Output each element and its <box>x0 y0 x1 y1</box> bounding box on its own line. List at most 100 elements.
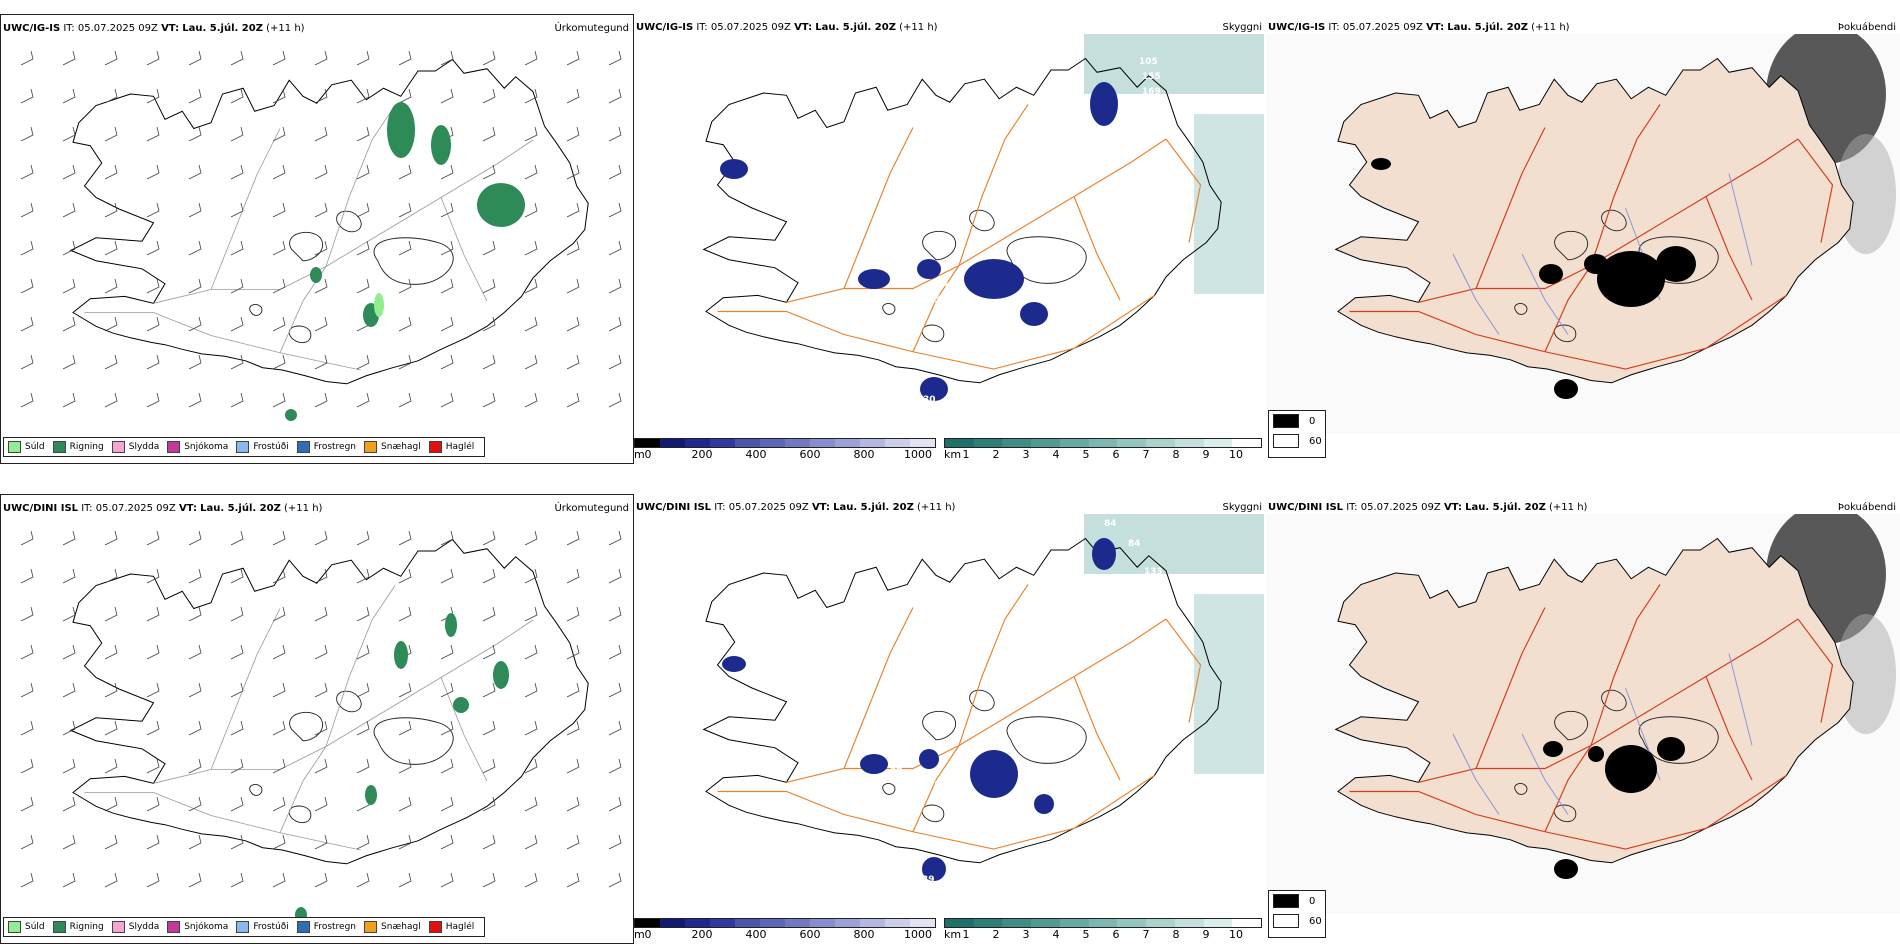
wind-barb <box>104 316 118 332</box>
road <box>325 105 396 267</box>
rain-area <box>365 785 377 805</box>
wind-barb <box>524 530 538 546</box>
colorbar-tick: 5 <box>1082 448 1090 461</box>
colorbar-tick: 1 <box>962 448 970 461</box>
legend-item: Snæhagl <box>364 921 421 933</box>
legend-item: Haglél <box>428 441 474 453</box>
fog-area <box>1836 614 1896 734</box>
fog-area <box>1656 246 1696 282</box>
road <box>325 585 396 747</box>
wind-barb <box>398 872 412 888</box>
legend-item: Súld <box>8 441 45 453</box>
wind-barb <box>524 240 538 256</box>
wind-barb <box>146 758 160 774</box>
iceland-cloud-base-map: 75 82 84 133 84 56 57 161 39 <box>702 514 1264 885</box>
wind-barb <box>524 758 538 774</box>
colorbar-tick: 1000 <box>904 928 932 941</box>
wind-barb <box>62 568 76 584</box>
wind-barb <box>314 202 328 218</box>
wind-barb <box>20 392 34 408</box>
wind-barb <box>356 530 370 546</box>
glacier-outline <box>373 717 454 765</box>
wind-barb <box>188 530 202 546</box>
road <box>440 197 488 302</box>
fog-legend-swatch <box>1273 434 1299 448</box>
wind-barb <box>482 644 496 660</box>
wind-barb <box>188 354 202 370</box>
wind-barb <box>524 606 538 622</box>
glacier-outline <box>336 690 362 713</box>
glacier-outline <box>1514 783 1528 795</box>
wind-barb <box>104 606 118 622</box>
road <box>1073 196 1121 301</box>
road <box>1475 127 1546 289</box>
wind-barb <box>314 354 328 370</box>
glacier-outline <box>921 324 945 343</box>
legend-item: Snjókoma <box>167 921 228 933</box>
legend-item: Súld <box>8 921 45 933</box>
colorbar-tick: 10 <box>1229 928 1243 941</box>
wind-barb <box>566 568 580 584</box>
wind-barb <box>524 872 538 888</box>
fog-area <box>1605 745 1657 793</box>
road <box>210 128 281 290</box>
colorbar-unit: m <box>634 928 645 941</box>
cloud-base-label: 127 <box>976 312 995 322</box>
glacier-outline <box>1006 236 1087 284</box>
fog-legend-item: 0 <box>1269 411 1325 431</box>
fog-legend-label: 60 <box>1309 435 1322 447</box>
iceland-landmass <box>702 57 1222 384</box>
wind-barb <box>62 88 76 104</box>
road <box>153 139 534 304</box>
wind-barb <box>398 88 412 104</box>
wind-barb <box>272 530 286 546</box>
road <box>912 265 960 352</box>
colorbar-tick: 7 <box>1142 448 1150 461</box>
wind-barb <box>524 834 538 850</box>
legend-item: Snjókoma <box>167 441 228 453</box>
rain-area <box>387 102 415 158</box>
wind-barb <box>314 392 328 408</box>
glacier-outline <box>922 710 957 741</box>
legend-label: Snæhagl <box>381 922 421 932</box>
wind-barb <box>566 796 580 812</box>
wind-barb <box>272 240 286 256</box>
road <box>84 312 361 371</box>
wind-barb <box>230 354 244 370</box>
fog-area <box>1597 251 1665 307</box>
iceland-precip-map <box>20 50 622 421</box>
iceland-fog-map <box>1266 34 1900 434</box>
legend-label: Súld <box>25 442 45 452</box>
wind-barb <box>146 720 160 736</box>
wind-barb <box>230 240 244 256</box>
wind-barb <box>482 126 496 142</box>
wind-barb <box>230 758 244 774</box>
wind-barb <box>104 568 118 584</box>
wind-barb <box>482 568 496 584</box>
wind-barb <box>314 834 328 850</box>
legend-label: Frostregn <box>313 922 357 932</box>
wind-barb <box>188 796 202 812</box>
precip-type-legend: Súld Rigning Slydda Snjókoma Frostúði Frostre… <box>3 917 486 937</box>
rain-area <box>445 613 457 637</box>
road <box>1073 676 1121 781</box>
wind-barb <box>146 872 160 888</box>
wind-barb <box>188 758 202 774</box>
wind-barb <box>398 530 412 546</box>
wind-barb <box>104 126 118 142</box>
wind-barb <box>188 240 202 256</box>
wind-barb <box>566 50 580 66</box>
wind-barb <box>146 50 160 66</box>
wind-barb <box>440 164 454 180</box>
colorbar-tick: 2 <box>992 928 1000 941</box>
wind-barb <box>230 834 244 850</box>
rain-area <box>285 409 297 421</box>
wind-barb <box>20 834 34 850</box>
colorbar-tick: 3 <box>1022 448 1030 461</box>
wind-barb <box>230 872 244 888</box>
cloud-base-label: 30 <box>923 395 936 405</box>
wind-barb <box>62 872 76 888</box>
colorbar-tick: 1 <box>962 928 970 941</box>
road <box>1544 745 1592 832</box>
wind-barb <box>146 644 160 660</box>
